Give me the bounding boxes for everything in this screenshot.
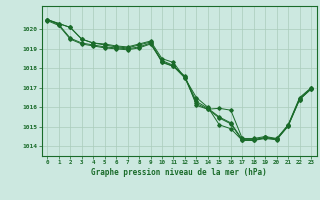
X-axis label: Graphe pression niveau de la mer (hPa): Graphe pression niveau de la mer (hPa) xyxy=(91,168,267,177)
